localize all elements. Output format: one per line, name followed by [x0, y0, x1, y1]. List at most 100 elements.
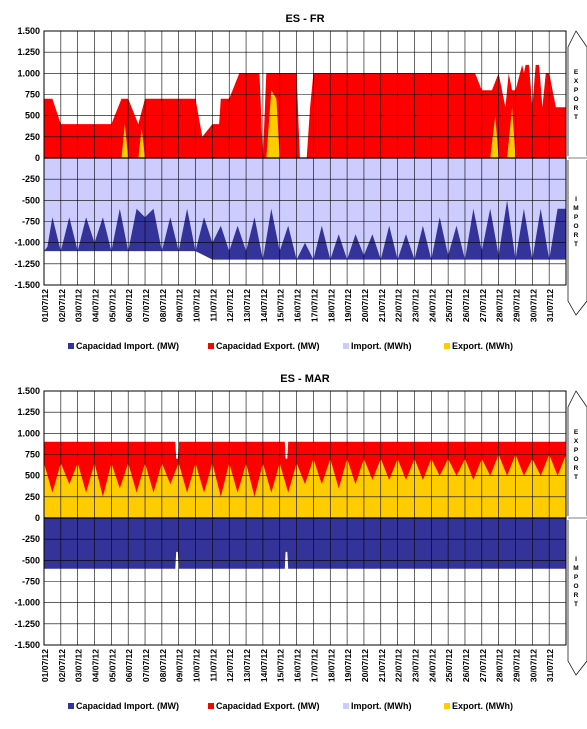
side-label-export-letter: X — [574, 78, 579, 85]
x-tick-label: 14/07/12 — [259, 649, 269, 682]
side-label-import-letter: P — [574, 214, 579, 221]
x-tick-label: 31/07/12 — [545, 649, 555, 682]
side-label-export-letter: E — [574, 69, 579, 76]
x-tick-label: 11/07/12 — [208, 649, 218, 682]
y-tick-label: -1.500 — [14, 640, 40, 650]
y-tick-label: -1.000 — [14, 598, 40, 608]
y-tick-label: -1.000 — [14, 238, 40, 248]
series-area-import-flow — [44, 158, 566, 260]
side-label-import-letter: O — [573, 583, 578, 590]
x-tick-label: 04/07/12 — [91, 289, 101, 322]
chart-es-mar-svg: ES - MAR 1.500 1.250 1.000 750 500 250 0 -250 -50… — [14, 373, 587, 711]
chart-es-fr-svg: ES - FR 1.500 1.250 1.000 750 500 250 0 -250 -500… — [14, 13, 587, 351]
x-tick-label: 19/07/12 — [343, 649, 353, 682]
y-tick-label: 1.500 — [17, 26, 40, 36]
side-label-import-letter: M — [573, 205, 578, 212]
legend-label: Capacidad Export. (MW) — [216, 341, 320, 351]
x-tick-label: 03/07/12 — [74, 289, 84, 322]
legend-swatch-import-capacity — [68, 703, 74, 709]
plot-border — [43, 390, 567, 646]
x-tick-label: 16/07/12 — [293, 649, 303, 682]
x-tick-label: 29/07/12 — [511, 289, 521, 322]
y-tick-label: -750 — [22, 217, 40, 227]
side-label-export-letter: X — [574, 438, 579, 445]
x-tick-label: 24/07/12 — [427, 649, 437, 682]
x-tick-label: 16/07/12 — [293, 289, 303, 322]
y-tick-label: 500 — [25, 471, 40, 481]
legend-label: Import. (MWh) — [351, 341, 411, 351]
legend-swatch-import-flow — [343, 343, 349, 349]
y-tick-label: 500 — [25, 111, 40, 121]
x-tick-label: 10/07/12 — [192, 649, 202, 682]
side-label-import-letter: I — [575, 556, 577, 563]
side-label-import-letter: I — [575, 196, 577, 203]
side-label-import-letter: O — [573, 223, 578, 230]
side-label-export-letter: P — [574, 87, 579, 94]
y-tick-label: -250 — [22, 534, 40, 544]
import-arrow — [567, 160, 587, 316]
chart-es-mar: ES - MAR 1.500 1.250 1.000 750 500 250 0 -250 -50… — [0, 360, 587, 720]
x-tick-label: 08/07/12 — [158, 289, 168, 322]
y-tick-label: 750 — [25, 450, 40, 460]
y-tick-label: 250 — [25, 492, 40, 502]
y-tick-label: -500 — [22, 555, 40, 565]
x-tick-label: 02/07/12 — [57, 289, 67, 322]
legend-label: Capacidad Import. (MW) — [76, 341, 179, 351]
side-label-export-letter: P — [574, 447, 579, 454]
side-label-import-letter: T — [574, 601, 578, 608]
x-tick-label: 30/07/12 — [528, 649, 538, 682]
side-label-export-letter: T — [574, 114, 578, 121]
side-label-export-letter: R — [574, 465, 579, 472]
y-tick-label: -250 — [22, 174, 40, 184]
x-tick-label: 04/07/12 — [91, 649, 101, 682]
side-label-import-letter: P — [574, 574, 579, 581]
x-tick-label: 18/07/12 — [326, 289, 336, 322]
x-tick-label: 25/07/12 — [444, 649, 454, 682]
legend-swatch-export-capacity — [208, 703, 214, 709]
y-tick-label: 250 — [25, 132, 40, 142]
y-tick-label: -1.250 — [14, 619, 40, 629]
side-label-import-letter: T — [574, 241, 578, 248]
x-tick-label: 06/07/12 — [124, 289, 134, 322]
y-tick-label: 0 — [35, 513, 40, 523]
side-label-export-letter: R — [574, 105, 579, 112]
x-tick-label: 21/07/12 — [377, 289, 387, 322]
x-tick-label: 12/07/12 — [225, 649, 235, 682]
side-label-export-letter: T — [574, 474, 578, 481]
x-tick-label: 07/07/12 — [141, 649, 151, 682]
x-tick-label: 13/07/12 — [242, 649, 252, 682]
y-tick-label: -1.500 — [14, 280, 40, 290]
x-tick-label: 22/07/12 — [394, 289, 404, 322]
side-label-import-letter: R — [574, 232, 579, 239]
chart-es-fr: ES - FR 1.500 1.250 1.000 750 500 250 0 -250 -500… — [0, 0, 587, 360]
x-tick-label: 17/07/12 — [309, 289, 319, 322]
y-tick-label: 1.000 — [17, 428, 40, 438]
y-tick-label: 1.000 — [17, 68, 40, 78]
series-area-export-flow — [44, 454, 566, 518]
chart-title: ES - FR — [285, 13, 324, 25]
x-tick-label: 01/07/12 — [40, 289, 50, 322]
x-tick-label: 24/07/12 — [427, 289, 437, 322]
x-tick-label: 08/07/12 — [158, 649, 168, 682]
side-label-export-letter: O — [573, 456, 578, 463]
x-tick-label: 20/07/12 — [360, 289, 370, 322]
x-tick-label: 23/07/12 — [410, 289, 420, 322]
y-tick-label: -750 — [22, 577, 40, 587]
x-tick-label: 28/07/12 — [495, 649, 505, 682]
x-tick-label: 17/07/12 — [309, 649, 319, 682]
x-tick-label: 09/07/12 — [175, 649, 185, 682]
export-arrow — [567, 30, 587, 156]
legend-label: Import. (MWh) — [351, 701, 411, 711]
x-tick-label: 20/07/12 — [360, 649, 370, 682]
chart-title: ES - MAR — [280, 373, 330, 385]
x-tick-label: 11/07/12 — [208, 289, 218, 322]
y-tick-label: 750 — [25, 90, 40, 100]
x-tick-label: 27/07/12 — [478, 649, 488, 682]
x-tick-label: 15/07/12 — [276, 649, 286, 682]
x-tick-label: 07/07/12 — [141, 289, 151, 322]
legend-swatch-export-flow — [444, 703, 450, 709]
x-tick-label: 25/07/12 — [444, 289, 454, 322]
x-tick-label: 22/07/12 — [394, 649, 404, 682]
y-tick-label: 0 — [35, 153, 40, 163]
side-label-export-letter: O — [573, 96, 578, 103]
